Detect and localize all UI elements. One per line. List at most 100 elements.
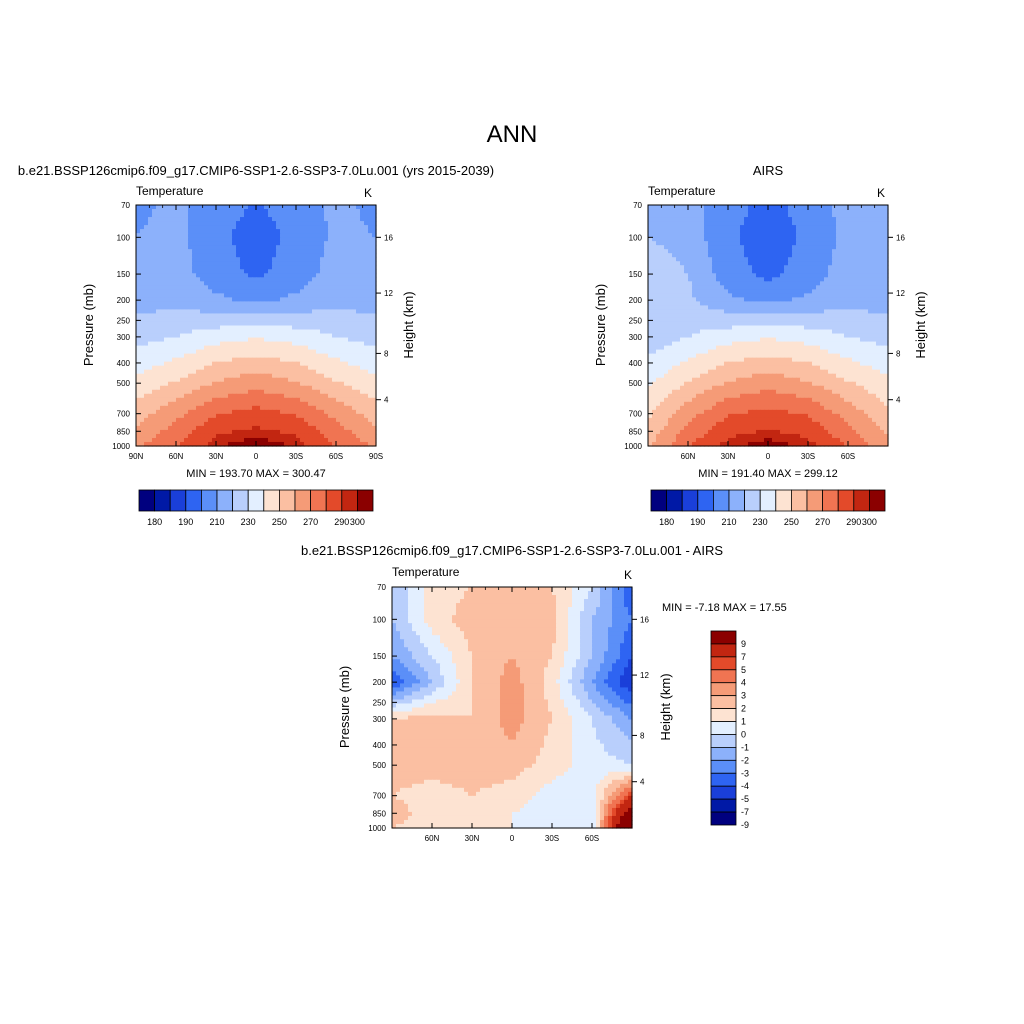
- obs-contour-cell: [724, 229, 729, 234]
- model-ylabel-height: Height (km): [401, 291, 416, 358]
- model-contour-cell: [176, 261, 181, 266]
- model-contour-cell: [176, 293, 181, 298]
- obs-contour-cell: [728, 281, 733, 286]
- model-contour-cell: [292, 417, 297, 423]
- model-contour-cell: [152, 313, 157, 319]
- obs-contour-cell: [860, 245, 865, 250]
- obs-contour-cell: [784, 245, 789, 250]
- model-contour-cell: [164, 313, 169, 319]
- model-contour-cell: [280, 293, 285, 298]
- model-contour-cell: [244, 377, 249, 383]
- obs-contour-cell: [688, 229, 693, 234]
- model-contour-cell: [244, 393, 249, 399]
- model-contour-cell: [260, 401, 265, 407]
- model-contour-cell: [256, 241, 261, 246]
- model-contour-cell: [304, 273, 309, 278]
- obs-contour-cell: [792, 237, 797, 242]
- model-colorbar-swatch: [185, 489, 202, 512]
- model-contour-cell: [212, 297, 217, 302]
- model-contour-cell: [196, 349, 201, 355]
- model-contour-cell: [348, 293, 353, 298]
- model-contour-cell: [196, 317, 201, 323]
- model-contour-cell: [304, 381, 309, 387]
- model-contour-cell: [232, 253, 237, 258]
- model-contour-cell: [284, 437, 289, 443]
- model-contour-cell: [228, 297, 233, 302]
- obs-contour-cell: [808, 249, 813, 254]
- obs-contour-cell: [680, 245, 685, 250]
- model-contour-cell: [280, 269, 285, 274]
- model-contour-cell: [240, 393, 245, 399]
- model-contour-cell: [196, 441, 201, 447]
- model-contour-cell: [248, 385, 253, 391]
- model-contour-cell: [176, 349, 181, 355]
- obs-contour-cell: [848, 273, 853, 278]
- obs-contour-cell: [720, 229, 725, 234]
- obs-contour-cell: [884, 261, 889, 266]
- obs-contour-cell: [704, 289, 709, 294]
- model-contour-cell: [336, 205, 341, 210]
- model-contour-cell: [164, 289, 169, 294]
- model-contour-cell: [192, 389, 197, 395]
- model-contour-cell: [280, 373, 285, 379]
- model-contour-cell: [372, 217, 377, 222]
- model-contour-cell: [192, 229, 197, 234]
- model-contour-cell: [280, 405, 285, 411]
- model-contour-cell: [236, 433, 241, 439]
- model-contour-cell: [184, 429, 189, 435]
- obs-contour-cell: [680, 289, 685, 294]
- model-contour-cell: [340, 317, 345, 323]
- model-contour-cell: [224, 341, 229, 347]
- model-contour-cell: [340, 273, 345, 278]
- model-contour-cell: [204, 277, 209, 282]
- model-contour-cell: [172, 353, 177, 359]
- model-contour-cell: [228, 245, 233, 250]
- model-contour-cell: [200, 333, 205, 339]
- model-contour-cell: [296, 353, 301, 359]
- model-contour-cell: [276, 217, 281, 222]
- obs-contour-cell: [720, 205, 725, 210]
- model-contour-cell: [160, 357, 165, 363]
- model-contour-cell: [308, 281, 313, 286]
- model-contour-cell: [340, 241, 345, 246]
- obs-contour-cell: [832, 261, 837, 266]
- model-contour-cell: [164, 257, 169, 262]
- obs-contour-cell: [732, 281, 737, 286]
- model-contour-cell: [272, 369, 277, 375]
- model-contour-cell: [364, 301, 369, 307]
- model-contour-cell: [296, 301, 301, 307]
- model-contour-cell: [224, 381, 229, 387]
- model-contour-cell: [304, 221, 309, 226]
- model-contour-cell: [232, 313, 237, 319]
- model-colorbar-swatch: [232, 489, 249, 512]
- model-contour-cell: [204, 313, 209, 319]
- model-contour-cell: [136, 333, 141, 339]
- obs-contour-cell: [824, 237, 829, 242]
- model-contour-cell: [324, 361, 329, 367]
- model-contour-cell: [148, 277, 153, 282]
- obs-contour-cell: [848, 217, 853, 222]
- model-contour-cell: [248, 329, 253, 335]
- model-contour-cell: [192, 241, 197, 246]
- obs-contour-cell: [748, 273, 753, 278]
- model-contour-cell: [184, 269, 189, 274]
- model-contour-cell: [264, 381, 269, 387]
- model-contour-cell: [320, 385, 325, 391]
- model-contour-cell: [200, 373, 205, 379]
- obs-contour-cell: [768, 245, 773, 250]
- model-contour-cell: [224, 277, 229, 282]
- model-contour-cell: [308, 377, 313, 383]
- model-contour-cell: [280, 429, 285, 435]
- model-contour-cell: [216, 285, 221, 290]
- model-contour-cell: [140, 297, 145, 302]
- model-contour-cell: [144, 373, 149, 379]
- obs-contour-cell: [708, 213, 713, 218]
- model-contour-cell: [176, 429, 181, 435]
- model-contour-cell: [248, 421, 253, 427]
- model-contour-cell: [280, 381, 285, 387]
- model-contour-cell: [356, 417, 361, 423]
- model-contour-cell: [136, 337, 141, 343]
- model-contour-cell: [264, 377, 269, 383]
- model-contour-cell: [200, 213, 205, 218]
- model-contour-cell: [356, 277, 361, 282]
